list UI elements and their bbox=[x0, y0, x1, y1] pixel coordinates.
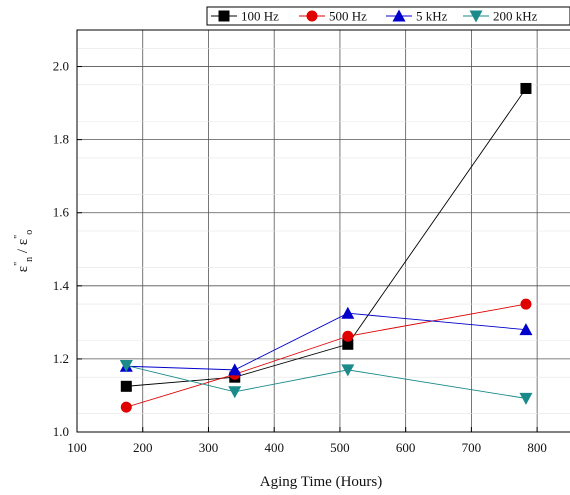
y-tick-label: 1.0 bbox=[53, 424, 69, 439]
legend-label: 200 kHz bbox=[493, 9, 538, 24]
series-group bbox=[119, 82, 533, 413]
series-0 bbox=[120, 82, 532, 392]
legend-item: 500 Hz bbox=[299, 9, 367, 24]
series-line bbox=[126, 88, 527, 387]
legend-label: 500 Hz bbox=[329, 9, 367, 24]
data-point bbox=[519, 392, 533, 405]
data-point bbox=[519, 323, 533, 336]
data-point bbox=[120, 401, 132, 413]
data-point bbox=[520, 82, 532, 94]
y-tick-label: 1.8 bbox=[53, 132, 69, 147]
y-axis-label: ε"n / ε"o bbox=[13, 230, 35, 272]
data-point bbox=[341, 306, 355, 319]
data-point bbox=[119, 359, 133, 372]
y-tick-label: 1.4 bbox=[53, 278, 70, 293]
data-point bbox=[342, 330, 354, 342]
y-label-mid: / ε bbox=[15, 239, 31, 257]
legend-item: 200 kHz bbox=[463, 9, 538, 24]
grid bbox=[76, 30, 570, 433]
data-point bbox=[341, 364, 355, 377]
data-point bbox=[228, 363, 242, 376]
series-line bbox=[126, 303, 527, 408]
legend-marker bbox=[218, 10, 230, 22]
legend-marker bbox=[392, 9, 406, 22]
legend-label: 100 Hz bbox=[241, 9, 279, 24]
series-line bbox=[126, 312, 527, 371]
x-tick-label: 300 bbox=[199, 440, 219, 455]
series-2 bbox=[119, 306, 533, 376]
series-1 bbox=[120, 298, 532, 413]
legend: 100 Hz 500 Hz 5 kHz 200 kHz bbox=[206, 6, 570, 26]
data-point bbox=[520, 298, 532, 310]
legend-marker bbox=[306, 10, 318, 22]
x-tick-label: 600 bbox=[396, 440, 416, 455]
y-label-sub1: n bbox=[24, 257, 35, 262]
y-tick-label: 1.2 bbox=[53, 351, 69, 366]
legend-label: 5 kHz bbox=[416, 9, 448, 24]
legend-marker bbox=[469, 10, 483, 23]
data-point bbox=[342, 338, 354, 350]
x-tick-label: 100 bbox=[67, 440, 87, 455]
x-tick-label: 700 bbox=[462, 440, 482, 455]
x-tick-label: 200 bbox=[133, 440, 153, 455]
y-tick-label: 2.0 bbox=[53, 59, 69, 74]
series-line bbox=[126, 365, 527, 399]
x-tick-label: 500 bbox=[330, 440, 350, 455]
data-point bbox=[228, 386, 242, 399]
data-point bbox=[120, 380, 132, 392]
y-label-sup2: " bbox=[13, 235, 24, 239]
y-label-sup1: " bbox=[13, 262, 24, 266]
x-axis-label: Aging Time (Hours) bbox=[260, 474, 383, 490]
legend-item: 100 Hz bbox=[211, 9, 279, 24]
x-tick-label: 800 bbox=[527, 440, 547, 455]
axis-ticks: 100 200 300 400 500 600 700 800 1.0 1.2 1.4 1.6 1.8 2… bbox=[53, 59, 547, 455]
series-3 bbox=[119, 359, 533, 405]
plot-area-frame bbox=[76, 29, 570, 433]
y-label-sub2: o bbox=[24, 230, 35, 235]
y-tick-label: 1.6 bbox=[53, 205, 70, 220]
legend-item: 5 kHz bbox=[386, 9, 448, 24]
y-label-base: ε bbox=[15, 266, 31, 272]
x-tick-label: 400 bbox=[264, 440, 284, 455]
